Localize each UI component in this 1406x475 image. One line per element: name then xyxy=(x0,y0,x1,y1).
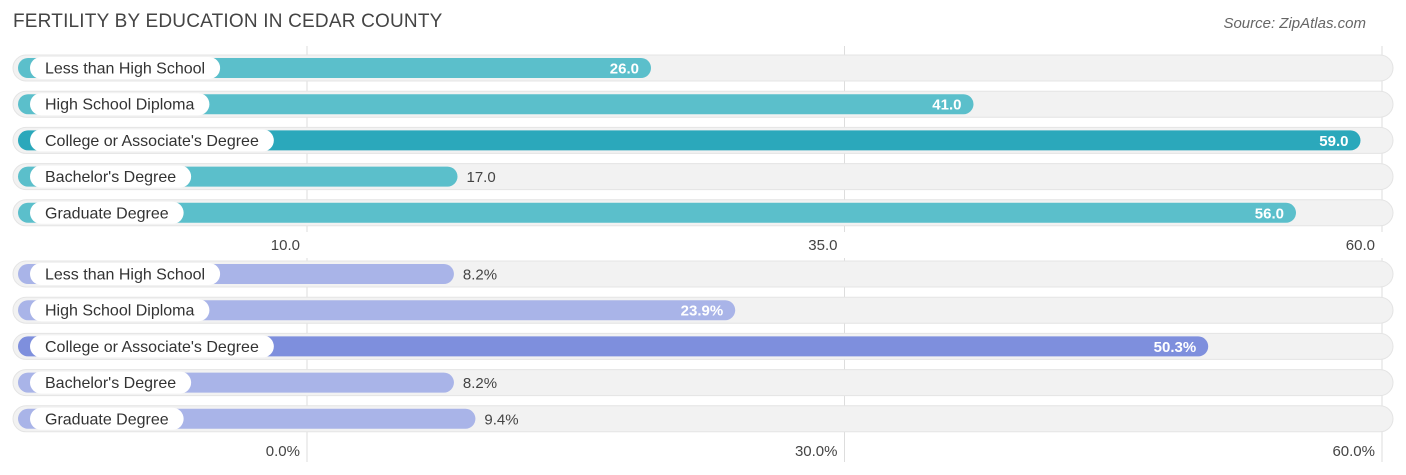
chart-title: FERTILITY BY EDUCATION IN CEDAR COUNTY xyxy=(13,11,443,32)
value-label: 8.2% xyxy=(463,267,497,284)
tick-label: 30.0% xyxy=(795,443,838,460)
value-label: 9.4% xyxy=(484,411,518,428)
value-label: 17.0 xyxy=(467,169,496,186)
category-label: Less than High School xyxy=(45,61,205,78)
category-label: Bachelor's Degree xyxy=(45,169,176,186)
tick-label: 60.0 xyxy=(1346,237,1375,254)
category-label-pill xyxy=(30,335,274,358)
tick-label: 10.0 xyxy=(271,237,300,254)
category-label-pill xyxy=(30,407,184,430)
category-label-pill xyxy=(30,371,192,394)
bar xyxy=(18,94,974,115)
category-label: Graduate Degree xyxy=(45,411,169,428)
category-label: College or Associate's Degree xyxy=(45,339,259,356)
category-label-pill xyxy=(30,165,192,188)
bar xyxy=(18,336,1209,357)
category-label-pill xyxy=(30,201,184,224)
category-label-pill xyxy=(30,263,221,285)
tick-label: 60.0% xyxy=(1332,443,1375,460)
category-label-pill xyxy=(30,129,274,152)
tick-label: 0.0% xyxy=(266,443,300,460)
value-label: 59.0 xyxy=(1319,133,1348,150)
value-label: 56.0 xyxy=(1255,205,1284,222)
category-label-pill xyxy=(30,93,210,116)
category-label: Less than High School xyxy=(45,267,205,284)
category-label-pill xyxy=(30,299,210,322)
value-label: 23.9% xyxy=(681,303,724,320)
value-label: 50.3% xyxy=(1154,339,1197,356)
bar xyxy=(18,130,1361,151)
category-label: High School Diploma xyxy=(45,97,195,114)
category-label: High School Diploma xyxy=(45,303,195,320)
category-label: Graduate Degree xyxy=(45,205,169,222)
value-label: 8.2% xyxy=(463,375,497,392)
bar xyxy=(18,202,1296,223)
value-label: 41.0 xyxy=(932,97,961,114)
category-label-pill xyxy=(30,57,221,79)
category-label: College or Associate's Degree xyxy=(45,133,259,150)
tick-label: 35.0 xyxy=(808,237,837,254)
source-note: Source: ZipAtlas.com xyxy=(1223,15,1366,32)
category-label: Bachelor's Degree xyxy=(45,375,176,392)
value-label: 26.0 xyxy=(610,61,639,78)
